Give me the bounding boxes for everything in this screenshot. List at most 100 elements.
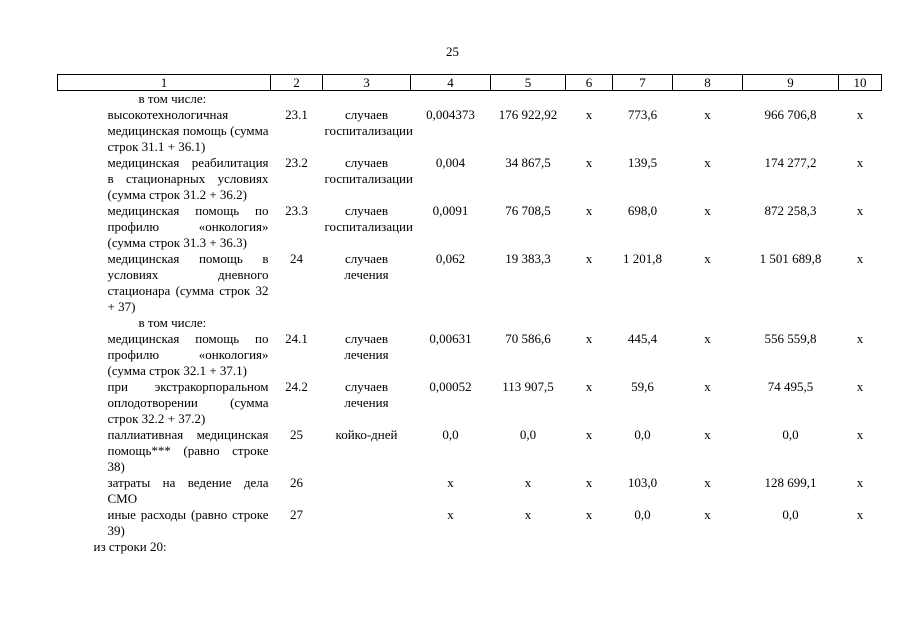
cell-value: 0,0 xyxy=(782,507,799,522)
cell-value: 34 867,5 xyxy=(505,155,551,170)
column-number-header: 9 xyxy=(742,74,839,91)
cell-row-number: 23.1 xyxy=(285,107,308,122)
table-row: в том числе: xyxy=(58,91,882,108)
cell-row-number: 23.3 xyxy=(285,203,308,218)
cell-value: 556 559,8 xyxy=(764,331,817,346)
cell-value: 1 201,8 xyxy=(623,251,662,266)
cell-row-number: 26 xyxy=(290,475,303,490)
cell-value: 128 699,1 xyxy=(764,475,817,490)
cell-value: х xyxy=(704,155,711,170)
cell-value: х xyxy=(856,475,864,490)
cell-value: 176 922,92 xyxy=(498,107,558,122)
table-row: затраты на ведение дела СМО 26 х х х 103,0 х 12… xyxy=(58,475,882,507)
column-number-header: 6 xyxy=(565,74,613,91)
cell-unit: случаев госпитализации xyxy=(324,155,413,186)
cell-section-label: в том числе: xyxy=(138,315,207,330)
column-number-header: 8 xyxy=(672,74,743,91)
cell-value: х xyxy=(585,507,593,522)
column-number-header: 4 xyxy=(410,74,491,91)
cell-row-number: 25 xyxy=(290,427,303,442)
cell-value: х xyxy=(585,203,593,218)
cell-unit: койко-дней xyxy=(335,427,398,442)
cell-value: 59,6 xyxy=(631,379,654,394)
cell-value: 0,0 xyxy=(634,427,651,442)
table-row: медицинская реабилитация в стационарных … xyxy=(58,155,882,203)
cell-value: 19 383,3 xyxy=(505,251,551,266)
cell-row-number: 24.2 xyxy=(285,379,308,394)
cell-value: х xyxy=(704,331,711,346)
cell-indicator-name: затраты на ведение дела СМО xyxy=(107,475,269,506)
cell-value: 0,0 xyxy=(519,427,537,442)
table-row: из строки 20: xyxy=(58,539,882,555)
cell-row-number: 24 xyxy=(290,251,303,266)
cell-value: 0,0 xyxy=(634,507,651,522)
cell-value: 139,5 xyxy=(627,155,658,170)
cell-value: х xyxy=(585,475,593,490)
cell-value: х xyxy=(856,507,864,522)
cell-unit xyxy=(323,507,411,539)
cell-value: 773,6 xyxy=(627,107,658,122)
cell-value: 445,4 xyxy=(627,331,658,346)
cell-indicator-name: иные расходы (равно строке 39) xyxy=(107,507,269,538)
cell-section-label: в том числе: xyxy=(138,91,207,106)
cell-value: 0,0 xyxy=(442,427,459,442)
cell-value: х xyxy=(524,475,532,490)
cell-unit: случаев госпитализации xyxy=(324,203,413,234)
cell-section-label: из строки 20: xyxy=(93,539,167,554)
cell-value: 0,00631 xyxy=(429,331,472,346)
cell-value: 0,004 xyxy=(435,155,466,170)
cell-value: 0,00052 xyxy=(429,379,472,394)
cell-value: 103,0 xyxy=(627,475,658,490)
cell-value: х xyxy=(704,427,711,442)
column-number-header: 5 xyxy=(490,74,566,91)
cell-row-number: 23.2 xyxy=(285,155,308,170)
cell-value: 1 501 689,8 xyxy=(759,251,822,266)
cell-indicator-name: медицинская помощь в условиях дневного с… xyxy=(107,251,269,314)
cell-value: 966 706,8 xyxy=(764,107,817,122)
cell-value: 76 708,5 xyxy=(505,203,551,218)
cell-value: х xyxy=(524,507,532,522)
cell-value: х xyxy=(585,331,593,346)
cell-value: х xyxy=(447,507,454,522)
cell-value: х xyxy=(704,379,711,394)
cell-unit: случаев госпитализации xyxy=(324,107,413,138)
table-row: в том числе: xyxy=(58,315,882,331)
cell-value: х xyxy=(856,331,864,346)
cell-value: 70 586,6 xyxy=(505,331,551,346)
cell-value: 74 495,5 xyxy=(767,379,814,394)
column-number-header: 10 xyxy=(838,74,882,91)
column-number-header: 1 xyxy=(57,74,271,91)
cell-value: 872 258,3 xyxy=(764,203,817,218)
cell-value: х xyxy=(856,203,864,218)
cell-value: х xyxy=(704,251,711,266)
cell-value: х xyxy=(856,427,864,442)
cell-value: х xyxy=(704,507,711,522)
cell-value: 698,0 xyxy=(627,203,658,218)
cell-value: х xyxy=(704,107,711,122)
cell-value: х xyxy=(585,379,593,394)
cell-row-number: 27 xyxy=(290,507,303,522)
cell-value: х xyxy=(856,107,864,122)
cell-unit xyxy=(323,475,411,507)
cell-value: 174 277,2 xyxy=(764,155,817,170)
cell-value: х xyxy=(447,475,454,490)
cell-indicator-name: медицинская помощь по профилю «онкология… xyxy=(107,331,269,378)
cell-indicator-name: медицинская реабилитация в стационарных … xyxy=(107,155,269,202)
cell-value: х xyxy=(856,155,864,170)
cell-unit: случаев лечения xyxy=(344,379,389,410)
table-row: паллиативная медицинская помощь*** (равн… xyxy=(58,427,882,475)
column-number-header: 3 xyxy=(322,74,411,91)
cell-value: х xyxy=(585,107,593,122)
cell-unit: случаев лечения xyxy=(344,251,389,282)
cell-value: х xyxy=(704,203,711,218)
column-number-header: 2 xyxy=(270,74,323,91)
cell-value: х xyxy=(585,155,593,170)
cell-value: х xyxy=(704,475,711,490)
cell-row-number: 24.1 xyxy=(285,331,308,346)
table-header: 1 2 3 4 5 6 7 8 9 10 xyxy=(57,74,882,91)
cell-value: 113 907,5 xyxy=(502,379,554,394)
table-body: в том числе: высокотехнологичная медицинс… xyxy=(58,91,882,556)
table-row: иные расходы (равно строке 39) 27 х х х 0,0 х 0… xyxy=(58,507,882,539)
cell-value: 0,0 xyxy=(782,427,799,442)
